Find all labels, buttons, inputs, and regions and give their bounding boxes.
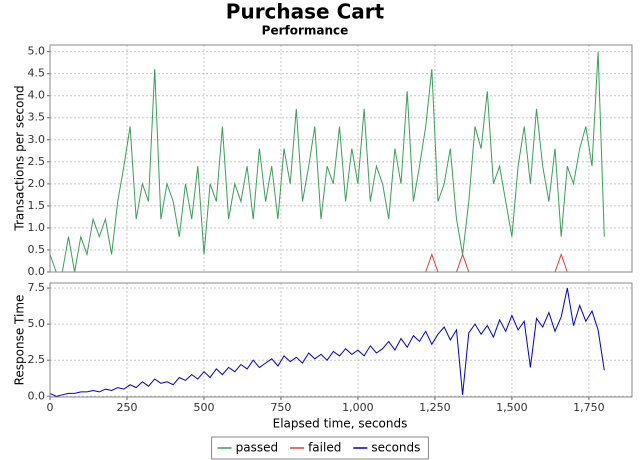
legend-label: failed — [308, 441, 341, 455]
y-axis-label: Transactions per second — [13, 85, 27, 231]
legend-label: passed — [236, 441, 278, 455]
legend-label: seconds — [371, 441, 420, 455]
legend: passed failed seconds — [211, 436, 429, 460]
x-tick-label: 1,500 — [496, 401, 528, 414]
series-line — [49, 51, 605, 273]
series-line — [49, 287, 605, 397]
plot-area — [50, 45, 632, 272]
y-tick-label: 5.0 — [28, 45, 46, 58]
y-axis-label: Response Time — [13, 295, 27, 386]
y-tick-label: 5.0 — [28, 317, 46, 330]
y-tick-label: 3.5 — [28, 111, 46, 124]
x-tick-label: 1,000 — [342, 401, 374, 414]
y-tick-label: 7.5 — [28, 281, 46, 294]
y-tick-label: 4.0 — [28, 89, 46, 102]
plot-area — [50, 283, 632, 397]
chart-title: Purchase Cart — [226, 0, 385, 24]
chart-subtitle: Performance — [262, 24, 349, 38]
x-tick-label: 1,750 — [573, 401, 605, 414]
y-tick-label: 2.0 — [28, 177, 46, 190]
y-tick-label: 0.0 — [28, 265, 46, 278]
x-tick-label: 0 — [47, 401, 54, 414]
y-tick-label: 4.5 — [28, 67, 46, 80]
y-tick-label: 3.0 — [28, 133, 46, 146]
y-tick-label: 0.5 — [28, 243, 46, 256]
x-tick-label: 250 — [116, 401, 137, 414]
plot-border — [49, 282, 633, 398]
y-tick-label: 2.5 — [28, 155, 46, 168]
x-tick-label: 750 — [270, 401, 291, 414]
y-tick-label: 2.5 — [28, 353, 46, 366]
y-tick-label: 1.0 — [28, 221, 46, 234]
legend-box — [211, 436, 429, 460]
x-tick-label: 500 — [193, 401, 214, 414]
plot-border — [49, 44, 633, 273]
y-tick-label: 0.0 — [28, 389, 46, 402]
x-axis-label: Elapsed time, seconds — [273, 417, 408, 431]
x-tick-label: 1,250 — [419, 401, 451, 414]
y-tick-label: 1.5 — [28, 199, 46, 212]
